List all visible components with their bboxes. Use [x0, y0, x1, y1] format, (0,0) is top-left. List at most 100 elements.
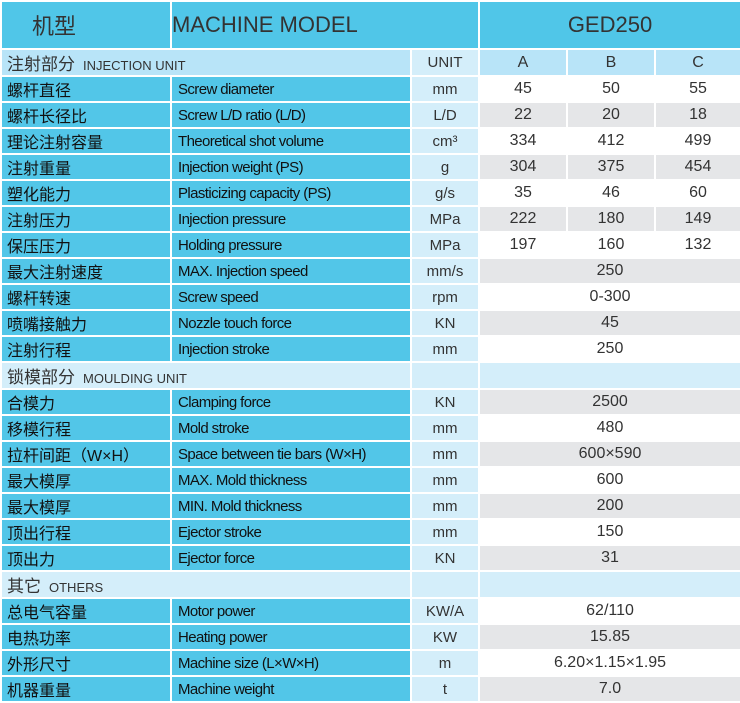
spec-value: 454	[654, 153, 740, 181]
variant-header: C	[654, 48, 740, 77]
header-model-name: GED250	[478, 0, 740, 50]
table-row: 电热功率 Heating power KW 15.85	[0, 623, 740, 651]
spec-unit: g	[409, 153, 481, 181]
spec-value: 600	[478, 466, 740, 494]
spec-unit: L/D	[409, 101, 481, 129]
table-row: 总电气容量 Motor power KW/A 62/110	[0, 597, 740, 625]
spec-unit: mm	[409, 335, 481, 363]
spec-value: 197	[478, 231, 569, 259]
table-row: 合模力 Clamping force KN 2500	[0, 388, 740, 416]
spec-value: 45	[478, 75, 569, 103]
spec-unit: mm	[409, 75, 481, 103]
spec-name-en: Heating power	[170, 623, 412, 651]
table-row: 顶出力 Ejector force KN 31	[0, 544, 740, 572]
table-row: 最大注射速度 MAX. Injection speed mm/s 250	[0, 257, 740, 285]
spec-unit: mm	[409, 414, 481, 442]
spec-name-en: Plasticizing capacity (PS)	[170, 179, 412, 207]
unit-cell	[409, 570, 481, 599]
table-row: 机器重量 Machine weight t 7.0	[0, 675, 740, 703]
spec-name-cn: 塑化能力	[0, 179, 172, 207]
spec-value: 304	[478, 153, 569, 181]
section-title-cn: 其它	[7, 577, 41, 596]
spec-name-en: MAX. Mold thickness	[170, 466, 412, 494]
spec-value: 0-300	[478, 283, 740, 311]
table-row: 最大模厚 MIN. Mold thickness mm 200	[0, 492, 740, 520]
spec-name-cn: 螺杆直径	[0, 75, 172, 103]
unit-header: UNIT	[409, 48, 481, 77]
spec-unit: MPa	[409, 205, 481, 233]
header-model-cn: 机型	[0, 0, 172, 50]
section-filler	[478, 361, 740, 390]
spec-value: 132	[654, 231, 740, 259]
section-title: 注射部分 INJECTION UNIT	[0, 48, 412, 77]
spec-value: 62/110	[478, 597, 740, 625]
spec-name-en: Screw diameter	[170, 75, 412, 103]
spec-name-en: Clamping force	[170, 388, 412, 416]
table-row: 拉杆间距（W×H） Space between tie bars (W×H) mm 6…	[0, 440, 740, 468]
spec-value: 35	[478, 179, 569, 207]
spec-value: 180	[566, 205, 657, 233]
spec-name-cn: 移模行程	[0, 414, 172, 442]
spec-value: 18	[654, 101, 740, 129]
spec-name-cn: 注射重量	[0, 153, 172, 181]
spec-name-en: Ejector force	[170, 544, 412, 572]
spec-name-en: MIN. Mold thickness	[170, 492, 412, 520]
spec-name-cn: 外形尺寸	[0, 649, 172, 677]
spec-unit: KN	[409, 544, 481, 572]
spec-value: 45	[478, 309, 740, 337]
spec-name-en: Theoretical shot volume	[170, 127, 412, 155]
spec-unit: KN	[409, 309, 481, 337]
spec-unit: MPa	[409, 231, 481, 259]
spec-unit: mm	[409, 518, 481, 546]
spec-value: 55	[654, 75, 740, 103]
spec-unit: mm	[409, 440, 481, 468]
spec-name-en: Holding pressure	[170, 231, 412, 259]
spec-unit: KW	[409, 623, 481, 651]
section-title-cn: 锁模部分	[7, 368, 75, 387]
variant-header: A	[478, 48, 569, 77]
table-row: 注射重量 Injection weight (PS) g 304 375 454	[0, 153, 740, 181]
spec-unit: mm	[409, 492, 481, 520]
spec-value: 31	[478, 544, 740, 572]
section-header: 锁模部分 MOULDING UNIT	[0, 361, 740, 390]
spec-value: 334	[478, 127, 569, 155]
table-row: 外形尺寸 Machine size (L×W×H) m 6.20×1.15×1.95	[0, 649, 740, 677]
spec-value: 200	[478, 492, 740, 520]
spec-value: 7.0	[478, 675, 740, 703]
spec-unit: m	[409, 649, 481, 677]
header-row: 机型 MACHINE MODEL GED250	[0, 0, 740, 50]
spec-name-en: Injection weight (PS)	[170, 153, 412, 181]
spec-value: 2500	[478, 388, 740, 416]
spec-value: 412	[566, 127, 657, 155]
spec-name-cn: 最大模厚	[0, 492, 172, 520]
spec-value: 250	[478, 257, 740, 285]
spec-name-cn: 拉杆间距（W×H）	[0, 440, 172, 468]
spec-value: 600×590	[478, 440, 740, 468]
spec-name-cn: 喷嘴接触力	[0, 309, 172, 337]
spec-name-en: Ejector stroke	[170, 518, 412, 546]
section-title: 锁模部分 MOULDING UNIT	[0, 361, 412, 390]
spec-value: 46	[566, 179, 657, 207]
spec-value: 222	[478, 205, 569, 233]
section-title-en: OTHERS	[49, 580, 104, 595]
header-model-en: MACHINE MODEL	[169, 0, 481, 50]
spec-name-cn: 理论注射容量	[0, 127, 172, 155]
spec-unit: t	[409, 675, 481, 703]
section-title: 其它 OTHERS	[0, 570, 412, 599]
spec-name-en: Injection stroke	[170, 335, 412, 363]
table-row: 塑化能力 Plasticizing capacity (PS) g/s 35 46 60	[0, 179, 740, 207]
spec-unit: g/s	[409, 179, 481, 207]
variant-header: B	[566, 48, 657, 77]
table-row: 喷嘴接触力 Nozzle touch force KN 45	[0, 309, 740, 337]
spec-name-en: Space between tie bars (W×H)	[170, 440, 412, 468]
spec-value: 149	[654, 205, 740, 233]
table-row: 注射行程 Injection stroke mm 250	[0, 335, 740, 363]
spec-value: 150	[478, 518, 740, 546]
spec-name-cn: 最大模厚	[0, 466, 172, 494]
spec-value: 50	[566, 75, 657, 103]
table-row: 移模行程 Mold stroke mm 480	[0, 414, 740, 442]
section-header: 注射部分 INJECTION UNIT UNIT A B C	[0, 48, 740, 77]
spec-value: 22	[478, 101, 569, 129]
section-header: 其它 OTHERS	[0, 570, 740, 599]
